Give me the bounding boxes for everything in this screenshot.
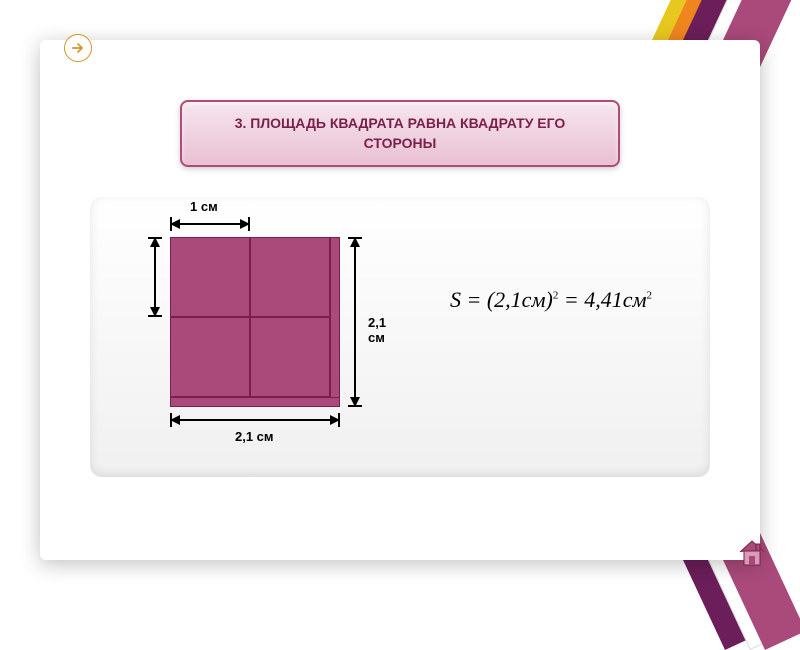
formula-result-exp: 2 [647,290,653,302]
home-icon[interactable] [734,534,770,570]
diagram-panel: 1 см 1 см [90,197,710,477]
dim-arrow-bottom [170,413,340,427]
dim-label-right: 2,1 см [368,315,400,345]
formula-lhs: S [450,287,461,312]
dim-arrow-right [348,237,362,407]
square-shape [170,237,340,407]
dim-label-bottom: 2,1 см [235,429,274,444]
dim-arrow-top [170,217,250,231]
formula-base: (2,1см) [487,287,553,312]
dim-label-top: 1 см [190,199,218,214]
title-box: 3. ПЛОЩАДЬ КВАДРАТА РАВНА КВАДРАТУ ЕГО С… [180,100,620,167]
formula-exp: 2 [553,290,559,302]
area-formula: S = (2,1см)2 = 4,41см2 [450,287,652,313]
formula-result: 4,41см [584,287,646,312]
forward-arrow-icon[interactable] [64,34,92,62]
slide-card: 3. ПЛОЩАДЬ КВАДРАТА РАВНА КВАДРАТУ ЕГО С… [40,40,760,560]
title-text: 3. ПЛОЩАДЬ КВАДРАТА РАВНА КВАДРАТУ ЕГО С… [202,114,598,153]
dim-arrow-left [148,237,162,317]
square-diagram: 1 см 1 см [150,207,400,447]
